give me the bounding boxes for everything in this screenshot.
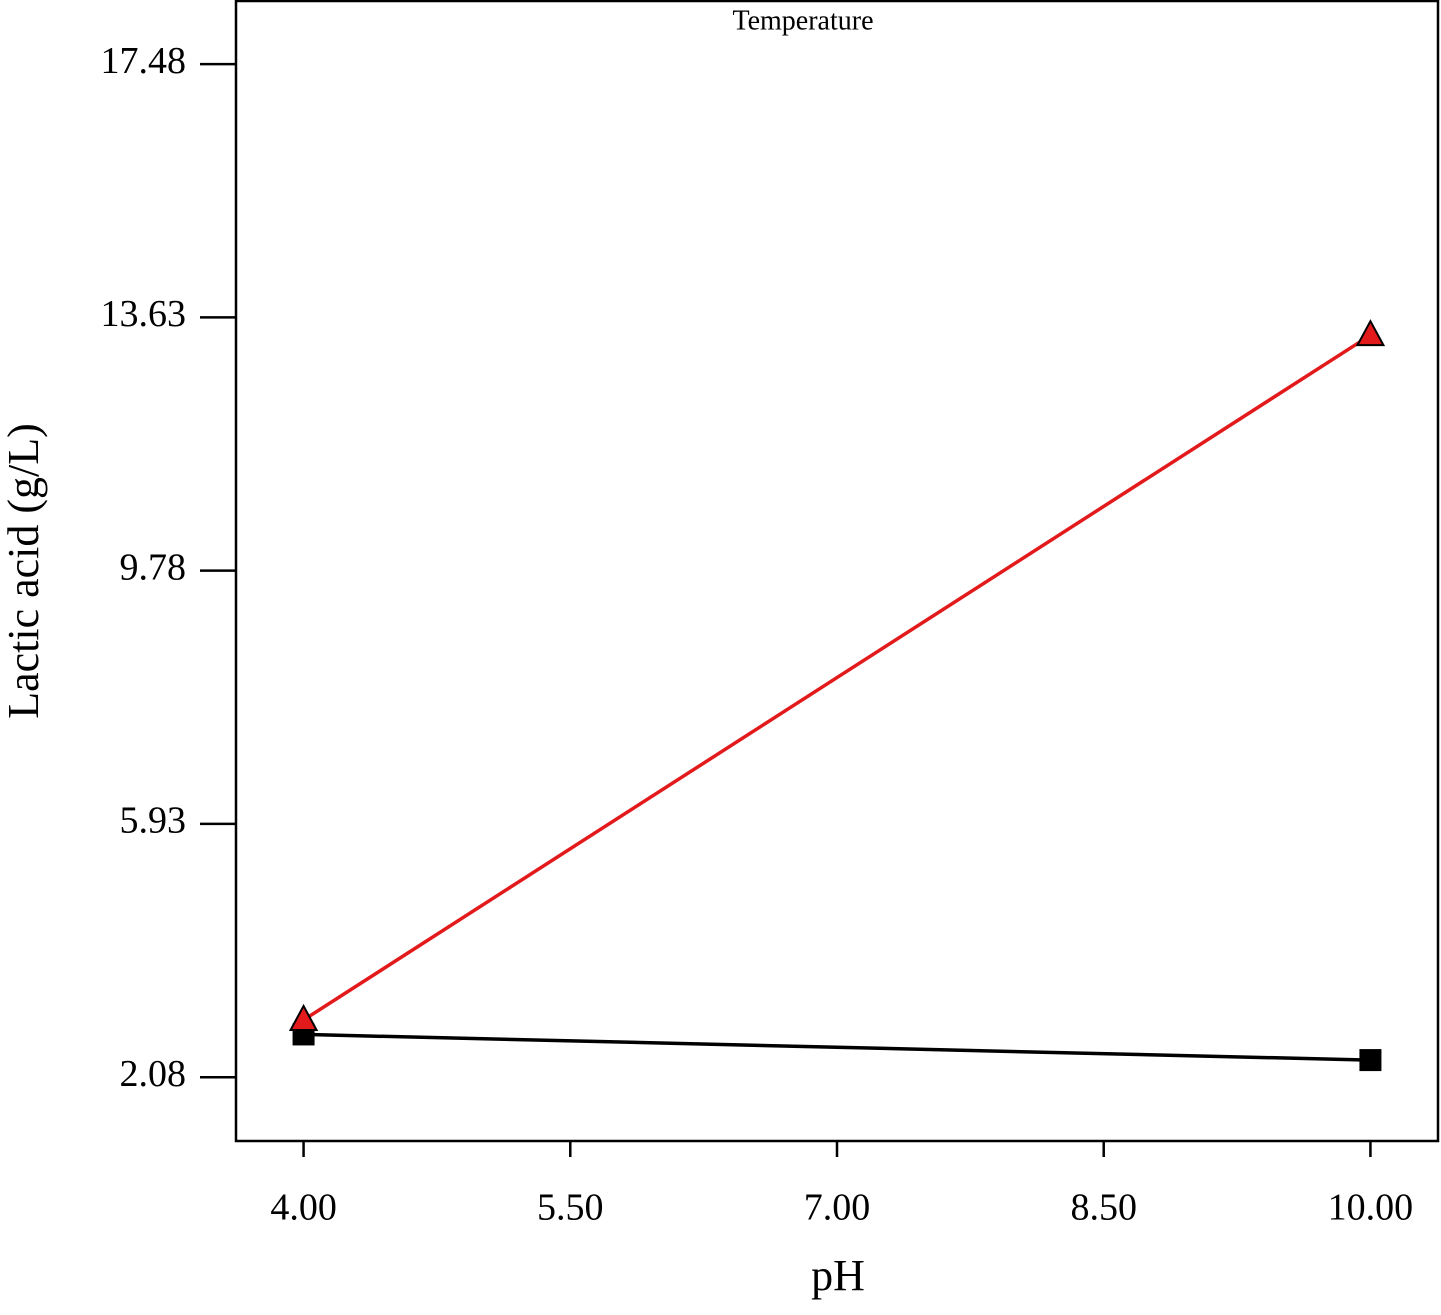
y-tick-label: 2.08 [120,1053,187,1095]
y-tick-label: 5.93 [120,800,187,842]
marker [288,1003,319,1031]
y-tick-label: 9.78 [120,546,187,588]
y-tick-label: 13.63 [101,293,187,335]
x-tick-label: 5.50 [537,1187,604,1229]
series-line [302,333,1372,1022]
x-tick-label: 10.00 [1328,1187,1414,1229]
series-line [303,1032,1371,1062]
y-tick-label: 17.48 [101,40,187,82]
marker [1359,1049,1382,1072]
marker [1355,319,1386,347]
chart-subtitle: Temperature [732,5,873,36]
x-axis-label: pH [811,1251,865,1300]
x-tick-label: 4.00 [270,1187,337,1229]
x-tick-label: 8.50 [1070,1187,1137,1229]
x-tick-label: 7.00 [804,1187,871,1229]
plot-frame [234,0,1440,1143]
y-axis-label: Lactic acid (g/L) [0,423,48,719]
